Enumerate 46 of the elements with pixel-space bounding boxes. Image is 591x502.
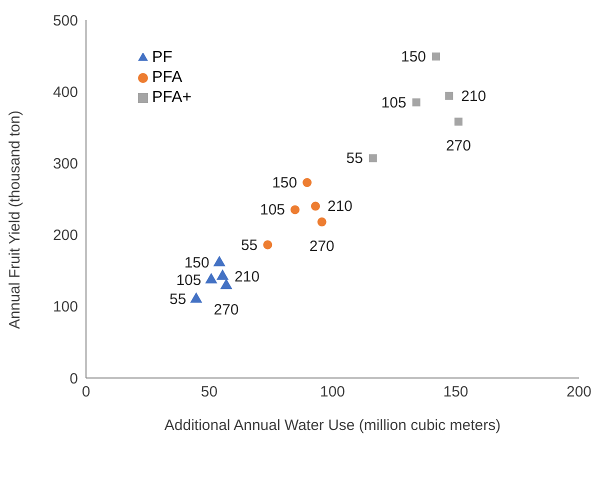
annotation: 270	[309, 238, 334, 255]
annotation: 210	[327, 198, 353, 216]
y-tick-label: 200	[52, 227, 78, 244]
annotation: 105	[381, 94, 406, 112]
point	[368, 154, 377, 162]
annotation: 270	[446, 138, 471, 155]
annotation: 150	[272, 174, 298, 192]
legend-label: PFA	[152, 69, 182, 86]
point	[216, 269, 229, 280]
x-tick-label: 100	[320, 384, 346, 401]
x-tick-label: 150	[443, 384, 468, 401]
point	[445, 92, 454, 100]
point	[302, 178, 312, 188]
x-tick-label: 50	[200, 384, 218, 401]
point	[454, 118, 462, 126]
annotation: 270	[214, 302, 239, 319]
point	[290, 205, 300, 214]
point	[213, 256, 226, 266]
y-tick-label: 500	[52, 12, 78, 30]
point	[263, 240, 272, 250]
annotation: 210	[234, 268, 260, 286]
point	[317, 217, 326, 226]
y-tick-label: 400	[52, 84, 78, 101]
y-tick-label: 0	[70, 370, 78, 388]
annotation: 105	[260, 202, 286, 219]
y-axis-title: Annual Fruit Yield (thousand ton)	[6, 110, 24, 329]
annotation: 150	[184, 254, 210, 272]
y-tick-label: 300	[52, 156, 78, 173]
point	[432, 52, 440, 61]
point	[220, 278, 232, 290]
x-tick-label: 0	[82, 384, 90, 401]
x-tick-label: 200	[566, 384, 591, 401]
annotation: 55	[346, 150, 363, 168]
point	[190, 292, 202, 303]
point	[205, 272, 218, 284]
legend-label: PFA+	[152, 89, 192, 106]
point	[310, 202, 320, 211]
annotation: 55	[240, 236, 258, 254]
annotation: 150	[401, 48, 426, 66]
y-tick-label: 100	[52, 298, 78, 316]
annotation: 55	[170, 291, 186, 308]
point	[412, 98, 420, 106]
annotation: 210	[461, 88, 486, 105]
annotation: 105	[176, 272, 202, 289]
x-axis-title: Additional Annual Water Use (million cubic meters)	[164, 417, 501, 434]
legend-label: PF	[152, 49, 172, 66]
